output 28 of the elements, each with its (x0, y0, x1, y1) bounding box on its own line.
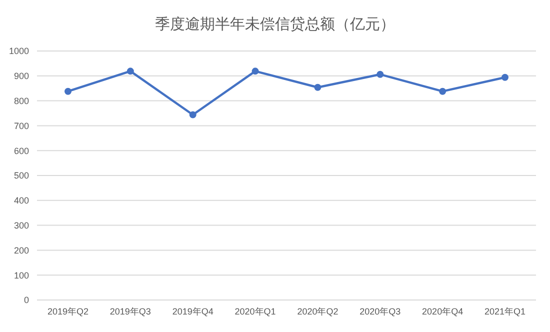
x-tick-label: 2019年Q4 (172, 306, 214, 316)
point (314, 84, 322, 91)
point (189, 111, 196, 118)
x-tick-label: 2020年Q4 (422, 306, 464, 316)
x-tick-label: 2020年Q2 (297, 306, 338, 316)
point (439, 88, 446, 95)
y-tick-label: 100 (14, 270, 29, 280)
y-tick-label: 800 (14, 96, 29, 106)
y-tick-label: 500 (14, 170, 29, 181)
point (376, 70, 384, 78)
x-tick-label: 2020年Q3 (360, 306, 401, 316)
point (252, 68, 259, 75)
point (126, 68, 134, 75)
chart-title: 季度逾期半年未偿信贷总额（亿元） (154, 15, 396, 35)
y-tick-label: 200 (14, 245, 29, 256)
x-tick-label: 2021年Q1 (484, 306, 526, 316)
y-tick-label: 900 (14, 71, 29, 82)
x-tick-label: 2019年Q3 (110, 306, 151, 316)
point (64, 88, 72, 95)
y-tick-label: 300 (14, 220, 29, 230)
y-tick-label: 600 (14, 146, 29, 156)
y-tick-label: 400 (14, 196, 29, 206)
y-tick-label: 0 (24, 295, 29, 306)
y-tick-label: 1000 (8, 46, 29, 56)
y-tick-label: 700 (14, 120, 29, 131)
x-tick-label: 2019年Q2 (47, 306, 89, 316)
x-tick-label: 2020年Q1 (234, 306, 276, 316)
point (502, 74, 508, 81)
